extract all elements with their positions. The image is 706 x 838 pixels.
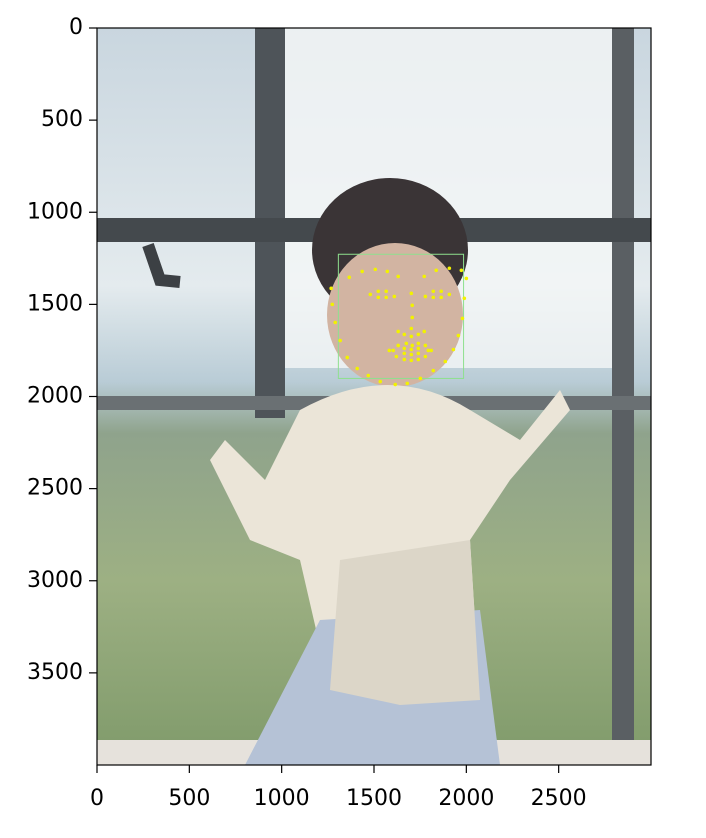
landmark-point [360, 269, 364, 274]
landmark-point [464, 276, 469, 281]
landmark-point [409, 347, 414, 352]
x-tick-label: 1500 [346, 786, 402, 811]
landmark-point [391, 348, 396, 353]
landmark-point [456, 333, 461, 338]
landmark-point [409, 352, 414, 357]
landmark-point [416, 357, 421, 362]
landmark-point [416, 341, 421, 346]
landmark-point [429, 348, 434, 353]
landmark-point [410, 343, 415, 348]
y-tick-label: 3500 [27, 660, 83, 685]
landmark-point [384, 295, 388, 300]
x-tick-label: 500 [168, 786, 210, 811]
landmark-point [402, 346, 407, 351]
y-tick-label: 3000 [27, 568, 83, 593]
landmark-point [402, 332, 407, 337]
landmark-point [451, 347, 456, 352]
landmark-point [431, 368, 436, 373]
landmark-point [422, 329, 427, 334]
landmark-point [423, 343, 428, 348]
landmark-point [460, 316, 465, 321]
landmark-point [368, 292, 373, 297]
y-tick-label: 1000 [27, 199, 83, 224]
x-tick-label: 2500 [531, 786, 587, 811]
landmark-point [434, 268, 439, 273]
landmark-point [384, 289, 388, 294]
face-box [337, 253, 465, 379]
landmark-point [431, 289, 436, 294]
landmark-point [405, 381, 410, 386]
landmark-point [431, 295, 436, 300]
y-tick-label: 2000 [27, 384, 83, 409]
landmark-point [462, 296, 467, 301]
landmark-point [378, 379, 383, 384]
landmark-point [416, 332, 421, 337]
landmark-point [409, 326, 414, 331]
landmark-point [394, 354, 399, 359]
y-tick-label: 500 [41, 107, 83, 132]
landmark-point [422, 274, 427, 279]
landmark-point [387, 348, 392, 353]
landmark-point [333, 320, 338, 325]
landmark-point [396, 274, 400, 279]
landmark-point [404, 341, 409, 346]
landmark-point [409, 291, 414, 296]
landmark-point [439, 289, 444, 294]
landmark-point [410, 315, 415, 320]
landmark-point [410, 303, 415, 308]
landmark-point [409, 358, 414, 363]
landmark-point [376, 289, 381, 294]
landmark-point [439, 295, 444, 300]
landmark-point [409, 334, 414, 339]
landmark-point [418, 376, 423, 381]
landmark-point [423, 294, 428, 299]
landmark-point [416, 346, 421, 351]
x-tick-label: 0 [90, 786, 104, 811]
landmark-point [459, 268, 464, 273]
y-tick-label: 0 [69, 15, 83, 40]
landmark-point [396, 329, 400, 334]
landmark-point [443, 359, 448, 364]
x-tick-label: 1000 [254, 786, 310, 811]
landmark-point [447, 266, 452, 271]
photo [97, 28, 651, 765]
x-tick-label: 2000 [438, 786, 494, 811]
landmark-point [392, 294, 397, 299]
landmark-point [330, 302, 335, 307]
landmark-point [345, 355, 350, 360]
landmark-point [426, 348, 431, 353]
landmark-point [416, 351, 421, 356]
landmark-point [402, 351, 407, 356]
landmark-point [385, 269, 390, 274]
landmark-point [329, 286, 333, 291]
landmark-point [393, 382, 398, 387]
landmark-point [338, 338, 343, 343]
landmark-point [347, 275, 352, 280]
landmark-point [447, 292, 452, 297]
landmark-point [376, 295, 381, 300]
landmark-point [366, 373, 371, 378]
landmark-point [423, 354, 428, 359]
landmark-point [373, 267, 378, 272]
landmark-point [396, 343, 400, 348]
y-tick-label: 1500 [27, 291, 83, 316]
landmark-point [355, 366, 359, 371]
y-tick-label: 2500 [27, 476, 83, 501]
landmark-point [402, 357, 407, 362]
